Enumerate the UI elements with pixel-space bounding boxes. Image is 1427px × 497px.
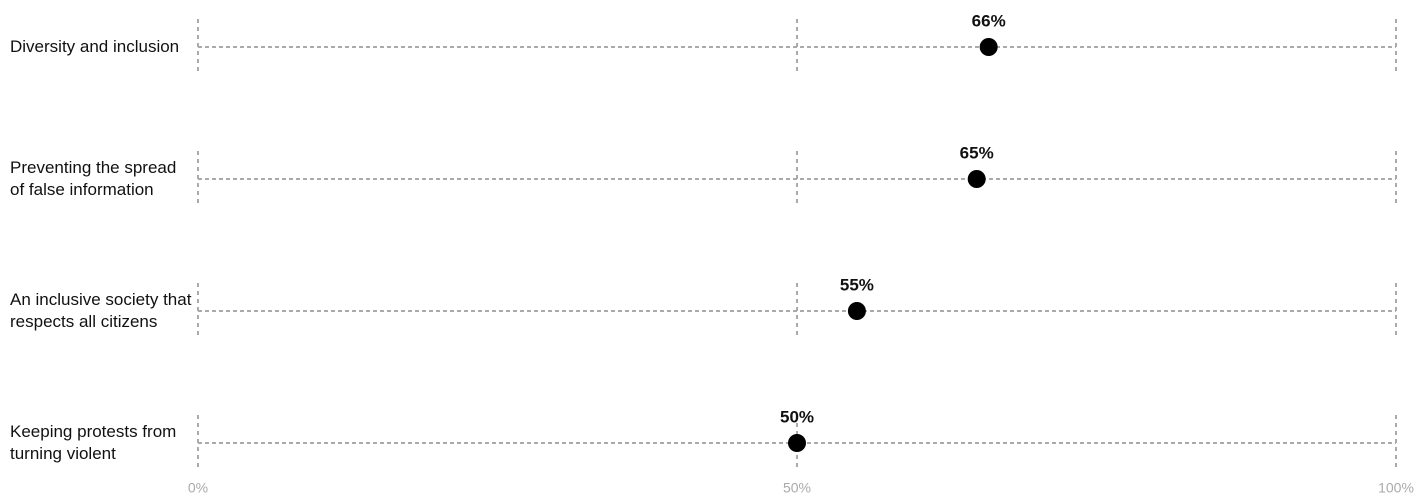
category-label: Preventing the spread of false informati…: [10, 158, 177, 199]
dot: [967, 170, 986, 188]
value-label: 65%: [960, 143, 994, 162]
value-label: 66%: [972, 11, 1006, 30]
x-tick-label: 0%: [188, 480, 208, 496]
value-label: 55%: [840, 275, 874, 294]
x-tick-label: 100%: [1378, 480, 1414, 496]
x-tick-label: 50%: [783, 480, 811, 496]
dot: [788, 434, 806, 452]
category-label: Diversity and inclusion: [10, 37, 180, 56]
value-label: 50%: [780, 407, 814, 426]
category-label: Keeping protests from turning violent: [10, 422, 177, 463]
dot: [847, 302, 866, 320]
category-label: An inclusive society that respects all c…: [10, 290, 192, 331]
dot: [979, 38, 998, 56]
